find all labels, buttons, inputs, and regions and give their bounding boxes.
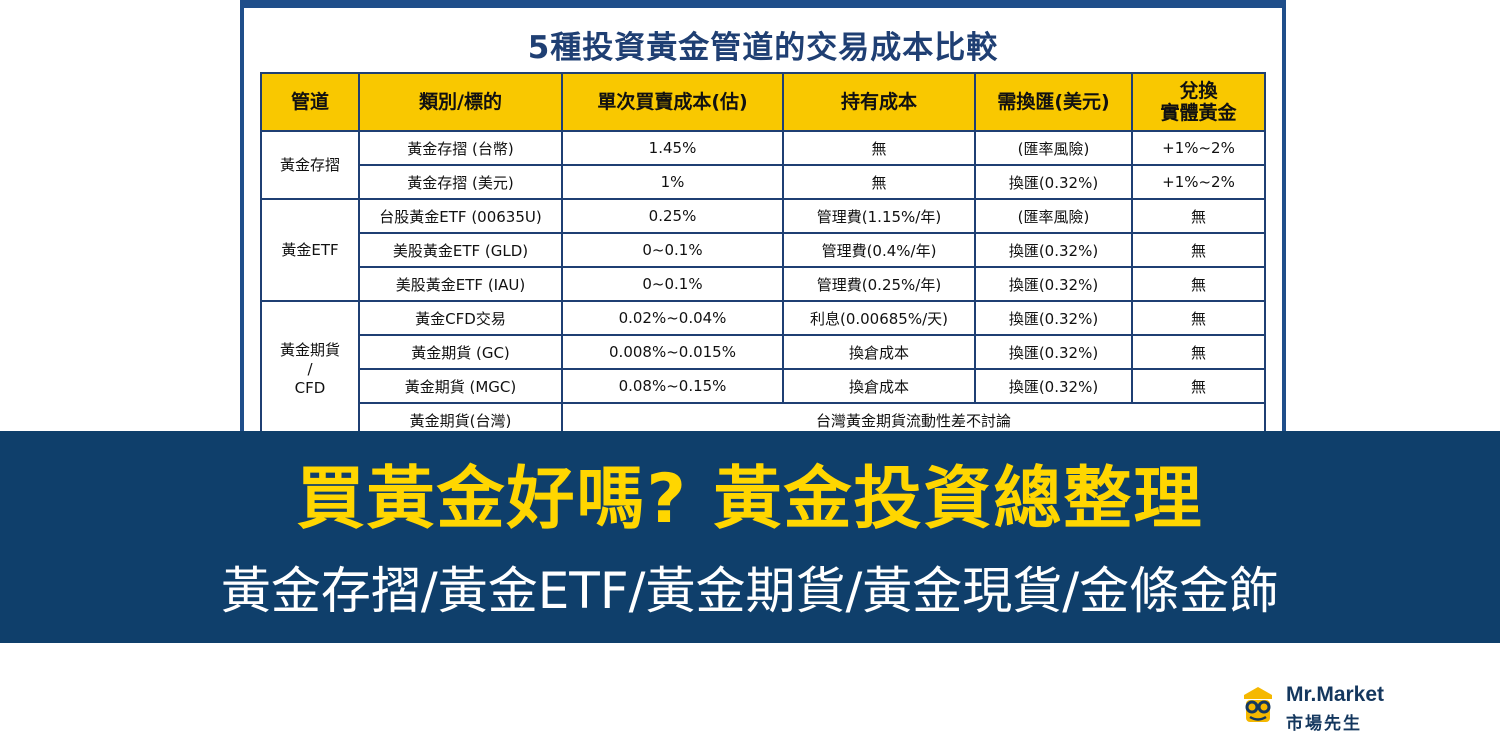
cell-physical: 無 [1131,300,1266,336]
cell-fx: (匯率風險) [974,130,1133,166]
cell-fx: 換匯(0.32%) [974,164,1133,200]
mr-market-mascot-icon [1244,687,1272,722]
cell-category: 黃金CFD交易 [358,300,563,336]
table-header-row: 管道 類別/標的 單次買賣成本(估) 持有成本 需換匯(美元) 兌換 實體黃金 [260,72,1266,132]
cell-category: 美股黃金ETF (GLD) [358,232,563,268]
table-card-top-border [240,0,1286,8]
cell-trade-cost: 0.008%~0.015% [561,334,784,370]
cell-holding-cost: 無 [782,130,976,166]
cell-fx: (匯率風險) [974,198,1133,234]
cell-category: 黃金存摺 (美元) [358,164,563,200]
cell-category: 美股黃金ETF (IAU) [358,266,563,302]
cell-category: 黃金存摺 (台幣) [358,130,563,166]
group-futures-cfd: 黃金期貨 / CFD [260,300,360,438]
header-trade-cost: 單次買賣成本(估) [561,72,784,132]
table-row: 黃金期貨 / CFD 黃金CFD交易 0.02%~0.04% 利息(0.00685%… [260,300,1266,438]
table-row: 美股黃金ETF (GLD) 0~0.1% 管理費(0.4%/年) 換匯(0.32… [261,232,1266,268]
cell-trade-cost: 1% [561,164,784,200]
cell-physical: 無 [1131,232,1266,268]
cell-trade-cost: 0.08%~0.15% [561,368,784,404]
cell-physical: 無 [1131,198,1266,234]
table-row: 黃金存摺 黃金存摺 (台幣) 1.45% 無 (匯率風險) +1%~2% [260,130,1266,200]
cell-physical: +1%~2% [1131,130,1266,166]
cell-fx: 換匯(0.32%) [974,300,1133,336]
cell-holding-cost: 無 [782,164,976,200]
cost-comparison-table: 管道 類別/標的 單次買賣成本(估) 持有成本 需換匯(美元) 兌換 實體黃金 黃… [260,72,1266,438]
banner-subtitle: 黃金存摺/黃金ETF/黃金期貨/黃金現貨/金條金飾 [220,562,1280,620]
cell-trade-cost: 0~0.1% [561,232,784,268]
header-holding-cost: 持有成本 [782,72,976,132]
cell-holding-cost: 管理費(1.15%/年) [782,198,976,234]
cell-fx: 換匯(0.32%) [974,368,1133,404]
cell-trade-cost: 0.02%~0.04% [561,300,784,336]
cell-holding-cost: 利息(0.00685%/天) [782,300,976,336]
table-row: 美股黃金ETF (IAU) 0~0.1% 管理費(0.25%/年) 換匯(0.3… [261,266,1266,302]
cell-category: 黃金期貨 (GC) [358,334,563,370]
title-banner [0,431,1500,643]
cell-fx: 換匯(0.32%) [974,232,1133,268]
cell-holding-cost: 管理費(0.4%/年) [782,232,976,268]
cell-trade-cost: 1.45% [561,130,784,166]
cell-trade-cost: 0.25% [561,198,784,234]
header-channel: 管道 [260,72,360,132]
cell-holding-cost: 換倉成本 [782,368,976,404]
cell-fx: 換匯(0.32%) [974,266,1133,302]
cell-fx: 換匯(0.32%) [974,334,1133,370]
logo-name-zh: 市場先生 [1286,714,1362,734]
cell-category: 台股黃金ETF (00635U) [358,198,563,234]
cell-holding-cost: 換倉成本 [782,334,976,370]
cell-trade-cost: 0~0.1% [561,266,784,302]
table-row: 黃金期貨 (MGC) 0.08%~0.15% 換倉成本 換匯(0.32%) 無 [261,368,1266,404]
cell-physical: 無 [1131,266,1266,302]
group-passbook: 黃金存摺 [260,130,360,200]
table-title: 5種投資黃金管道的交易成本比較 [527,30,999,66]
cell-physical: 無 [1131,334,1266,370]
header-fx: 需換匯(美元) [974,72,1133,132]
table-row: 黃金存摺 (美元) 1% 無 換匯(0.32%) +1%~2% [261,164,1266,200]
mr-market-logo: Mr.Market 市場先生 [1238,683,1428,734]
cell-physical: +1%~2% [1131,164,1266,200]
header-physical: 兌換 實體黃金 [1131,72,1266,132]
cell-physical: 無 [1131,368,1266,404]
group-etf: 黃金ETF [260,198,360,302]
header-category: 類別/標的 [358,72,563,132]
table-row: 黃金ETF 台股黃金ETF (00635U) 0.25% 管理費(1.15%/年… [260,198,1266,302]
cell-category: 黃金期貨 (MGC) [358,368,563,404]
banner-title: 買黃金好嗎? 黃金投資總整理 [296,460,1204,539]
table-row: 黃金期貨 (GC) 0.008%~0.015% 換倉成本 換匯(0.32%) 無 [261,334,1266,370]
logo-name-en: Mr.Market [1286,683,1385,706]
cell-holding-cost: 管理費(0.25%/年) [782,266,976,302]
